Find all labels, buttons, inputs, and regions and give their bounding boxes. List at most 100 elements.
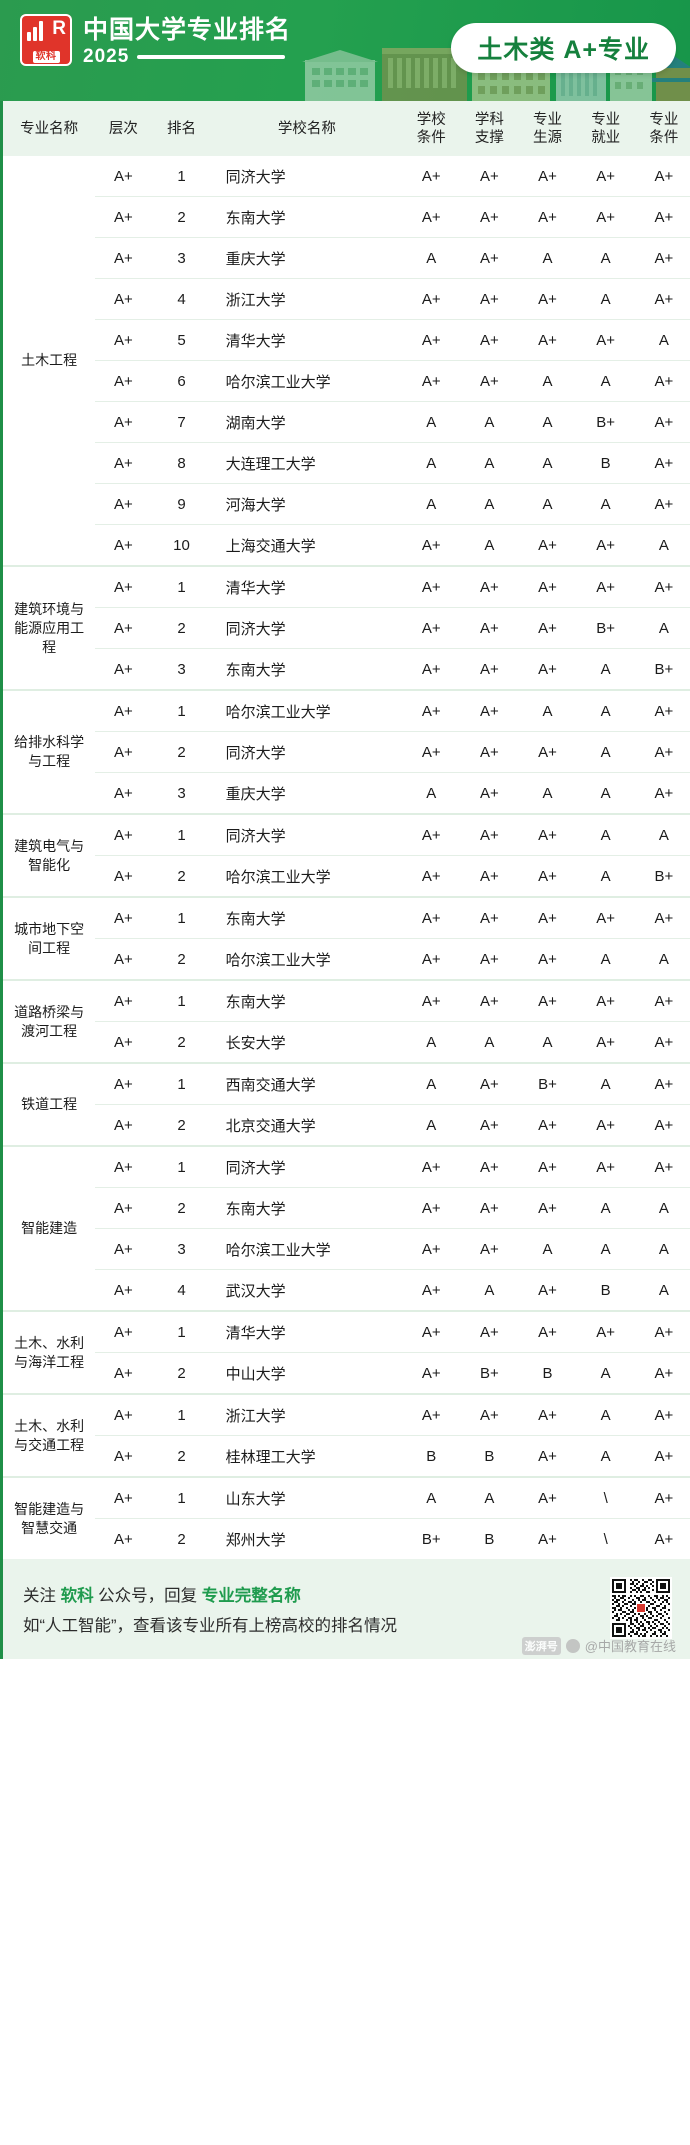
level-cell: A+ (95, 731, 152, 773)
school-cond-cell: A (426, 784, 437, 802)
table-row: 土木、水利与交通工程 A+ 1 浙江大学 A+ A+ A+ A A+ (3, 1393, 690, 1477)
level-cell: A+ (95, 401, 152, 443)
major-employ-cell: A+ (576, 1145, 635, 1188)
major-source-cell: A (518, 689, 577, 732)
major-source-cell: A+ (538, 950, 557, 968)
major-cond-cell: A+ (654, 1116, 674, 1134)
school-name-cell: 同济大学 (211, 156, 403, 197)
major-source-cell: A+ (538, 660, 557, 678)
major-employ-cell: A+ (576, 156, 635, 197)
table-row: A+ 2 东南大学 A+ A+ A+ A+ A+ (3, 196, 690, 238)
rank-cell: 3 (151, 237, 212, 279)
level-cell: A+ (95, 689, 152, 732)
major-cond-cell: A+ (634, 1062, 690, 1105)
footer-highlight-2: 专业完整名称 (201, 1587, 301, 1605)
major-employ-cell: A (576, 237, 635, 279)
major-name-cell: 城市地下空间工程 (3, 896, 96, 980)
major-cond-cell: A+ (654, 1033, 674, 1051)
major-cond-cell: A+ (634, 1476, 690, 1519)
rank-cell: 1 (151, 565, 212, 608)
level-cell: A+ (95, 607, 152, 649)
table-row: A+ 3 重庆大学 A A+ A A A+ (3, 773, 690, 815)
level-cell: A+ (95, 196, 152, 238)
school-name-cell: 哈尔滨工业大学 (225, 951, 331, 969)
disc-support-cell: A+ (479, 950, 499, 968)
major-source-cell: A+ (538, 1530, 557, 1548)
disc-support-cell: A (484, 1281, 495, 1299)
school-name-cell: 湖南大学 (211, 401, 403, 443)
poster-title: 中国大学专业排名 (83, 16, 292, 44)
school-name-cell: 哈尔滨工业大学 (225, 868, 331, 886)
school-name-cell: 同济大学 (211, 731, 403, 773)
rank-cell: 2 (177, 1364, 186, 1382)
poster-header: R 软科 中国大学专业排名 2025 土木类 A+专业 (0, 0, 690, 101)
major-employ-cell: B+ (576, 607, 635, 649)
school-cond-cell: A+ (402, 1310, 461, 1353)
level-cell: A+ (113, 660, 133, 678)
ranking-poster: R 软科 中国大学专业排名 2025 土木类 A+专业 专业名称 层次 排名 学校名称… (0, 0, 690, 1659)
rank-cell: 2 (177, 1033, 186, 1051)
table-row: A+ 2 郑州大学 B+ B A+ \ A+ (3, 1519, 690, 1560)
disc-support-cell: A+ (460, 979, 519, 1022)
brand-title-block: 中国大学专业排名 2025 (83, 14, 291, 67)
level-cell: A+ (113, 1447, 133, 1465)
rank-cell: 3 (177, 784, 186, 802)
school-cond-cell: B (426, 1447, 437, 1465)
school-cond-cell: A+ (421, 950, 441, 968)
disc-support-cell: A+ (479, 784, 499, 802)
school-cond-cell: A+ (402, 1393, 461, 1436)
col-header-major: 专业名称 (20, 120, 79, 137)
major-source-cell: A (518, 442, 577, 484)
major-cond-cell: A+ (634, 237, 690, 279)
table-head: 专业名称 层次 排名 学校名称 学校 条件 学科 支撑 专业 生源 专业 就业 专业 条件 (3, 101, 690, 156)
major-employ-cell: A (576, 813, 635, 856)
table-row: A+ 4 浙江大学 A+ A+ A+ A A+ (3, 278, 690, 320)
major-cond-cell: A+ (634, 565, 690, 608)
major-cond-cell: A (658, 950, 669, 968)
qr-code-icon[interactable] (610, 1577, 672, 1639)
major-source-cell: A+ (518, 1310, 577, 1353)
major-name-cell: 道路桥梁与渡河工程 (3, 979, 96, 1063)
major-employ-cell: B (576, 442, 635, 484)
major-cond-cell: A (634, 319, 690, 361)
disc-support-cell: A+ (460, 1393, 519, 1436)
major-source-cell: A (518, 237, 577, 279)
major-source-cell: A (518, 483, 577, 525)
title-rule (137, 55, 286, 59)
level-cell: A+ (113, 1364, 133, 1382)
disc-support-cell: A+ (460, 156, 519, 197)
school-name-cell: 河海大学 (211, 483, 403, 525)
disc-support-cell: A+ (479, 867, 499, 885)
disc-support-cell: A+ (479, 660, 499, 678)
ruanke-logo-icon: R 软科 (20, 14, 72, 66)
rank-cell: 1 (151, 896, 212, 939)
school-cond-cell: A+ (421, 536, 441, 554)
level-cell: A+ (95, 1228, 152, 1270)
rank-cell: 1 (151, 1062, 212, 1105)
disc-support-cell: B+ (479, 1364, 499, 1382)
school-name-cell: 同济大学 (211, 607, 403, 649)
col-header-rank: 排名 (167, 120, 196, 137)
rank-cell: 9 (151, 483, 212, 525)
rank-cell: 1 (151, 1393, 212, 1436)
major-employ-cell: B (600, 1281, 611, 1299)
school-name-cell: 东南大学 (211, 196, 403, 238)
school-cond-cell: A+ (421, 867, 441, 885)
school-name-cell: 浙江大学 (211, 1393, 403, 1436)
disc-support-cell: A+ (460, 1062, 519, 1105)
school-cond-cell: A (402, 1062, 461, 1105)
level-cell: A+ (113, 1033, 133, 1051)
level-cell: A+ (95, 1476, 152, 1519)
major-cond-cell: A (634, 607, 690, 649)
major-employ-cell: A (600, 1364, 611, 1382)
school-name-cell: 东南大学 (211, 1187, 403, 1229)
major-source-cell: A (518, 401, 577, 443)
major-source-cell: B (542, 1364, 553, 1382)
ranking-table: 专业名称 层次 排名 学校名称 学校 条件 学科 支撑 专业 生源 专业 就业 专业 条件 土木工程 A+ 1… (3, 101, 690, 1559)
major-source-cell: A+ (518, 979, 577, 1022)
rank-cell: 1 (151, 1145, 212, 1188)
disc-support-cell: A+ (460, 896, 519, 939)
watermark-avatar-icon (565, 1638, 580, 1653)
major-employ-cell: A+ (576, 1310, 635, 1353)
school-name-cell: 山东大学 (211, 1476, 403, 1519)
